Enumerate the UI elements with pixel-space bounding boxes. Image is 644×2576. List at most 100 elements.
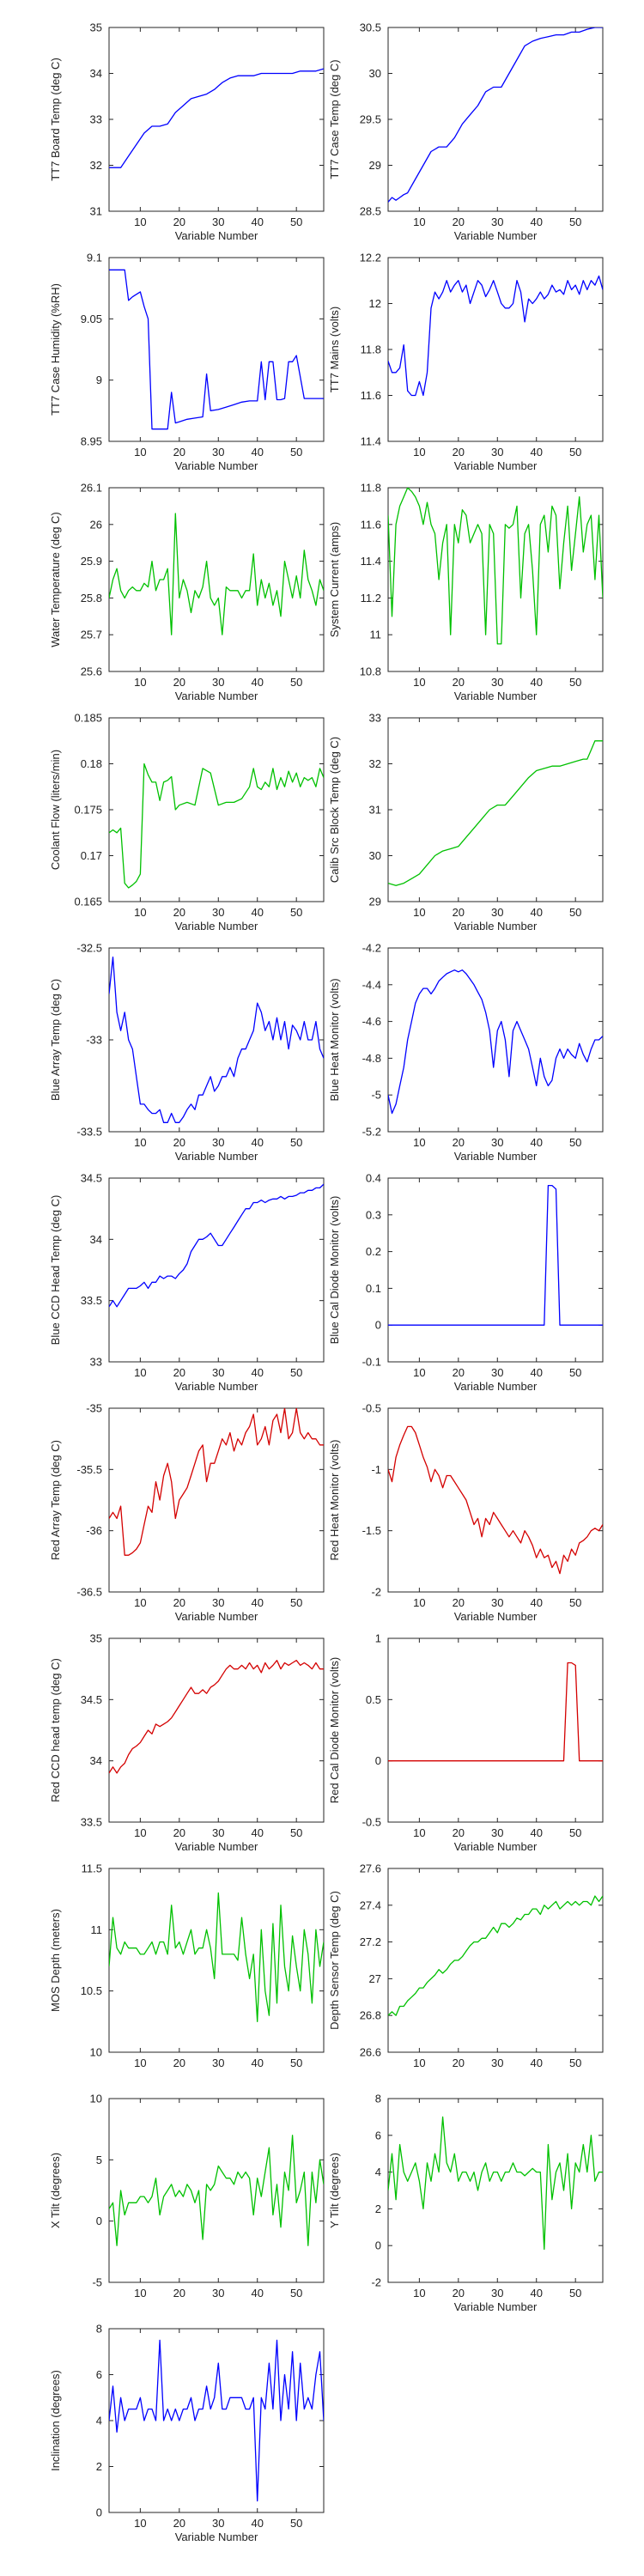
x-tick-label: 50 [290, 2517, 302, 2530]
series-line [388, 27, 603, 203]
y-tick-label: 33 [90, 113, 102, 126]
series-line [109, 1892, 324, 2022]
y-tick-label: 0.18 [81, 757, 102, 770]
x-tick-label: 20 [453, 1136, 465, 1149]
y-tick-label: 26 [90, 518, 102, 531]
x-tick-label: 10 [134, 1366, 146, 1379]
chart-panel-9: 10 20 30 40 50 -33.5 -33 -32.5 Variable Number Bl… [49, 942, 325, 1163]
y-tick-label: 27.6 [360, 1862, 381, 1875]
y-tick-label: -4.2 [362, 942, 381, 955]
x-tick-label: 50 [290, 676, 302, 689]
series-line [388, 275, 603, 397]
y-tick-label: 34 [90, 67, 102, 80]
y-tick-label: 30.5 [360, 21, 381, 34]
y-tick-label: 26.1 [81, 482, 102, 495]
y-tick-label: 4 [375, 2166, 381, 2178]
y-tick-label: -0.5 [362, 1816, 381, 1829]
y-tick-label: 5 [96, 2154, 102, 2166]
x-tick-label: 20 [173, 2287, 185, 2300]
y-axis-label: Blue Heat Monitor (volts) [328, 978, 341, 1101]
y-tick-label: 25.9 [81, 555, 102, 568]
x-tick-label: 40 [251, 2057, 263, 2069]
y-axis-label: Water Temperature (deg C) [49, 512, 62, 647]
x-tick-label: 20 [173, 2057, 185, 2069]
x-tick-label: 30 [212, 446, 224, 459]
series-line [109, 513, 324, 635]
x-tick-label: 10 [413, 906, 425, 919]
x-tick-label: 30 [491, 676, 503, 689]
x-axis-label: Variable Number [454, 1840, 538, 1853]
x-tick-label: 10 [134, 906, 146, 919]
x-tick-label: 50 [290, 216, 302, 228]
x-tick-label: 10 [413, 1136, 425, 1149]
y-tick-label: 31 [369, 804, 381, 817]
y-tick-label: 35 [90, 21, 102, 34]
x-tick-label: 40 [530, 2287, 542, 2300]
plot-frame [108, 257, 325, 442]
x-axis-label: Variable Number [175, 1610, 258, 1623]
y-tick-label: 10 [90, 2046, 102, 2059]
x-tick-label: 40 [530, 2057, 542, 2069]
y-tick-label: 30 [369, 67, 381, 80]
y-tick-label: 0.17 [81, 849, 102, 862]
y-tick-label: 34 [90, 1754, 102, 1767]
y-tick-label: 27 [369, 1972, 381, 1985]
x-tick-label: 20 [173, 906, 185, 919]
y-axis-label: TT7 Case Temp (deg C) [328, 59, 341, 179]
y-tick-label: 6 [96, 2368, 102, 2381]
x-tick-label: 30 [491, 216, 503, 228]
x-tick-label: 10 [134, 676, 146, 689]
x-tick-label: 20 [173, 2517, 185, 2530]
y-tick-label: 25.7 [81, 629, 102, 641]
x-tick-label: 20 [173, 1826, 185, 1839]
y-tick-label: 1 [375, 1632, 381, 1645]
x-tick-label: 50 [290, 1826, 302, 1839]
x-tick-label: 50 [569, 446, 581, 459]
y-tick-label: 10.5 [81, 1984, 102, 1997]
y-tick-label: -36 [86, 1524, 102, 1537]
x-tick-label: 50 [569, 1596, 581, 1609]
y-tick-label: 27.4 [360, 1899, 381, 1911]
series-line [388, 969, 603, 1115]
y-tick-label: 0.2 [366, 1245, 381, 1258]
y-axis-label: Depth Sensor Temp (deg C) [328, 1891, 341, 2030]
y-tick-label: -36.5 [76, 1586, 102, 1599]
plot-frame [108, 2098, 325, 2283]
x-axis-label: Variable Number [175, 2530, 258, 2543]
x-tick-label: 50 [569, 2287, 581, 2300]
y-axis-label: Y Tilt (degrees) [328, 2153, 341, 2228]
y-tick-label: 26.8 [360, 2009, 381, 2022]
y-tick-label: 8.95 [81, 435, 102, 448]
series-line [109, 2135, 324, 2246]
y-tick-label: -1 [371, 1463, 381, 1476]
plot-frame [108, 1407, 325, 1593]
x-tick-label: 30 [212, 216, 224, 228]
y-tick-label: -33.5 [76, 1126, 102, 1139]
y-tick-label: -5 [92, 2276, 102, 2289]
x-axis-label: Variable Number [175, 459, 258, 472]
y-tick-label: 0.175 [74, 804, 102, 817]
x-tick-label: 30 [491, 1596, 503, 1609]
chart-panel-10: 10 20 30 40 50 -5.2 -5 -4.8 -4.6 -4.4 -4.2 Variable… [328, 942, 604, 1163]
x-tick-label: 30 [212, 1366, 224, 1379]
chart-panel-13: 10 20 30 40 50 -36.5 -36 -35.5 -35 Variable Numbe… [49, 1402, 325, 1623]
x-tick-label: 10 [413, 676, 425, 689]
series-line [109, 1660, 324, 1774]
x-tick-label: 20 [453, 2287, 465, 2300]
y-tick-label: 11 [370, 629, 382, 641]
chart-panel-16: 10 20 30 40 50 -0.5 0 0.5 1 Variable Number Red Ca… [328, 1632, 604, 1853]
x-axis-label: Variable Number [454, 2300, 538, 2313]
series-line [109, 957, 324, 1123]
y-tick-label: 29 [369, 896, 381, 908]
y-tick-label: 33.5 [81, 1816, 102, 1829]
x-tick-label: 10 [134, 2287, 146, 2300]
x-tick-label: 10 [134, 446, 146, 459]
x-tick-label: 50 [569, 676, 581, 689]
series-line [388, 488, 603, 645]
y-tick-label: 0 [375, 1319, 381, 1332]
y-tick-label: 11.8 [361, 343, 381, 356]
y-tick-label: -4.6 [362, 1015, 381, 1028]
y-tick-label: 0.5 [366, 1693, 381, 1706]
y-tick-label: 33.5 [81, 1294, 102, 1307]
y-tick-label: 4 [96, 2415, 102, 2427]
